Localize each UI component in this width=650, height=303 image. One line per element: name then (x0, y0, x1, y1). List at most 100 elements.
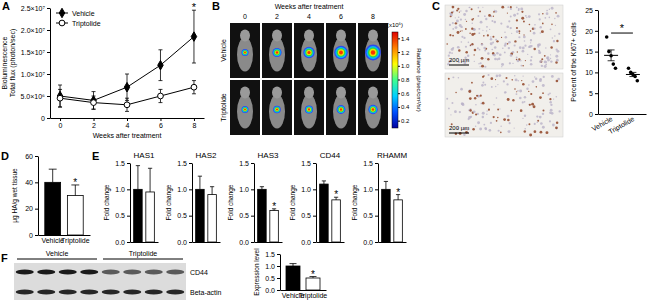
y-axis: 0.00.51.01.5 (239, 160, 254, 246)
mouse-body (365, 95, 381, 129)
cell (528, 84, 530, 86)
bar-chart: 0.00.51.01.5HAS1Fold change (103, 151, 159, 246)
cell (455, 92, 457, 94)
cell (475, 104, 477, 106)
cell (506, 25, 509, 28)
cell (526, 17, 527, 18)
cell (493, 116, 495, 118)
cell (523, 36, 526, 39)
plot-area (45, 169, 83, 235)
cell (549, 17, 551, 19)
y-axis-title: μg HA/g wet tissue (11, 168, 19, 223)
cell (479, 128, 482, 131)
cell (473, 110, 476, 113)
cell (451, 48, 454, 51)
cell (489, 29, 490, 30)
cell (533, 48, 535, 50)
cell (533, 32, 536, 35)
cell (496, 97, 498, 99)
scale-bar-label: 200 μm (449, 125, 469, 131)
cell (505, 36, 507, 38)
cell (524, 128, 526, 130)
cell (448, 108, 450, 110)
y-axis-tick-label: 0.5 (177, 212, 187, 219)
cell (510, 8, 512, 10)
colorbar-title: Radiance (p/sec/cm²/sr) (416, 48, 422, 112)
cell (490, 38, 493, 41)
x-axis (131, 242, 159, 243)
colorbar-tick-label: 1.4 (401, 36, 410, 42)
y-axis-tick-mark (251, 242, 254, 243)
y-axis-tick-label: 1.0 (363, 186, 373, 193)
y-axis-tick: 1.0 (363, 186, 378, 193)
cell (486, 110, 488, 112)
y-axis-tick-mark (595, 31, 598, 32)
cell (477, 121, 480, 124)
cell (461, 41, 463, 43)
cell (471, 27, 473, 29)
signal-blob (335, 47, 346, 58)
cell (450, 114, 451, 115)
y-axis-tick-label: 40 (25, 179, 33, 186)
cell (524, 101, 526, 103)
y-axis-tick-mark (313, 242, 316, 243)
y-axis-tick-label: 0.0 (115, 239, 125, 246)
cell (535, 78, 537, 80)
bar (394, 200, 403, 242)
bar (146, 192, 155, 242)
error-bar (58, 85, 62, 107)
cell (496, 40, 498, 42)
error-bar (192, 10, 196, 63)
sem-bar (608, 50, 615, 61)
colorbar-tick (398, 80, 400, 81)
error-bar (125, 74, 129, 100)
cell (487, 52, 489, 54)
y-axis-tick-mark (127, 216, 130, 217)
signal-blob (307, 108, 311, 112)
y-axis-tick: 0.5 (115, 212, 130, 219)
y-axis-tick-label: 10 (585, 69, 593, 76)
x-axis-line (193, 242, 221, 243)
y-axis-tick: 1.5 (301, 160, 316, 167)
cell (493, 16, 494, 17)
x-axis-line (379, 242, 407, 243)
mouse-head (240, 30, 250, 42)
y-axis-tick-mark (127, 189, 130, 190)
image-frame (326, 23, 356, 78)
y-axis-tick-label: 1.5 (301, 160, 311, 167)
y-axis-tick: 60 (25, 153, 38, 160)
image-frame (445, 73, 563, 137)
cell (528, 15, 531, 18)
error-bar (92, 96, 96, 109)
y-axis-tick-mark (47, 52, 50, 53)
cell (542, 13, 544, 15)
cell (482, 116, 484, 118)
blot-band (123, 289, 141, 294)
x-axis-line (317, 242, 345, 243)
annotation: * (272, 201, 276, 212)
cell (549, 101, 551, 103)
cell (540, 122, 543, 125)
cell (461, 30, 462, 31)
y-axis-line (598, 11, 599, 115)
mouse-body (301, 95, 317, 129)
cell (522, 83, 525, 86)
point (605, 35, 609, 39)
cell (463, 13, 466, 16)
x-axis-line (131, 242, 159, 243)
cell (488, 109, 490, 111)
image-frame (358, 80, 388, 135)
blot-band (59, 289, 77, 294)
signal-blob (273, 49, 281, 57)
signal-blob (274, 50, 280, 56)
cell (529, 134, 532, 137)
cell (533, 105, 536, 108)
bar (258, 189, 267, 242)
marker (91, 100, 97, 106)
marker (57, 95, 63, 101)
cell (524, 96, 527, 99)
chart-title: HAS3 (258, 151, 279, 160)
cell (507, 12, 508, 13)
cell (471, 82, 473, 84)
y-axis-tick-mark (277, 254, 280, 255)
